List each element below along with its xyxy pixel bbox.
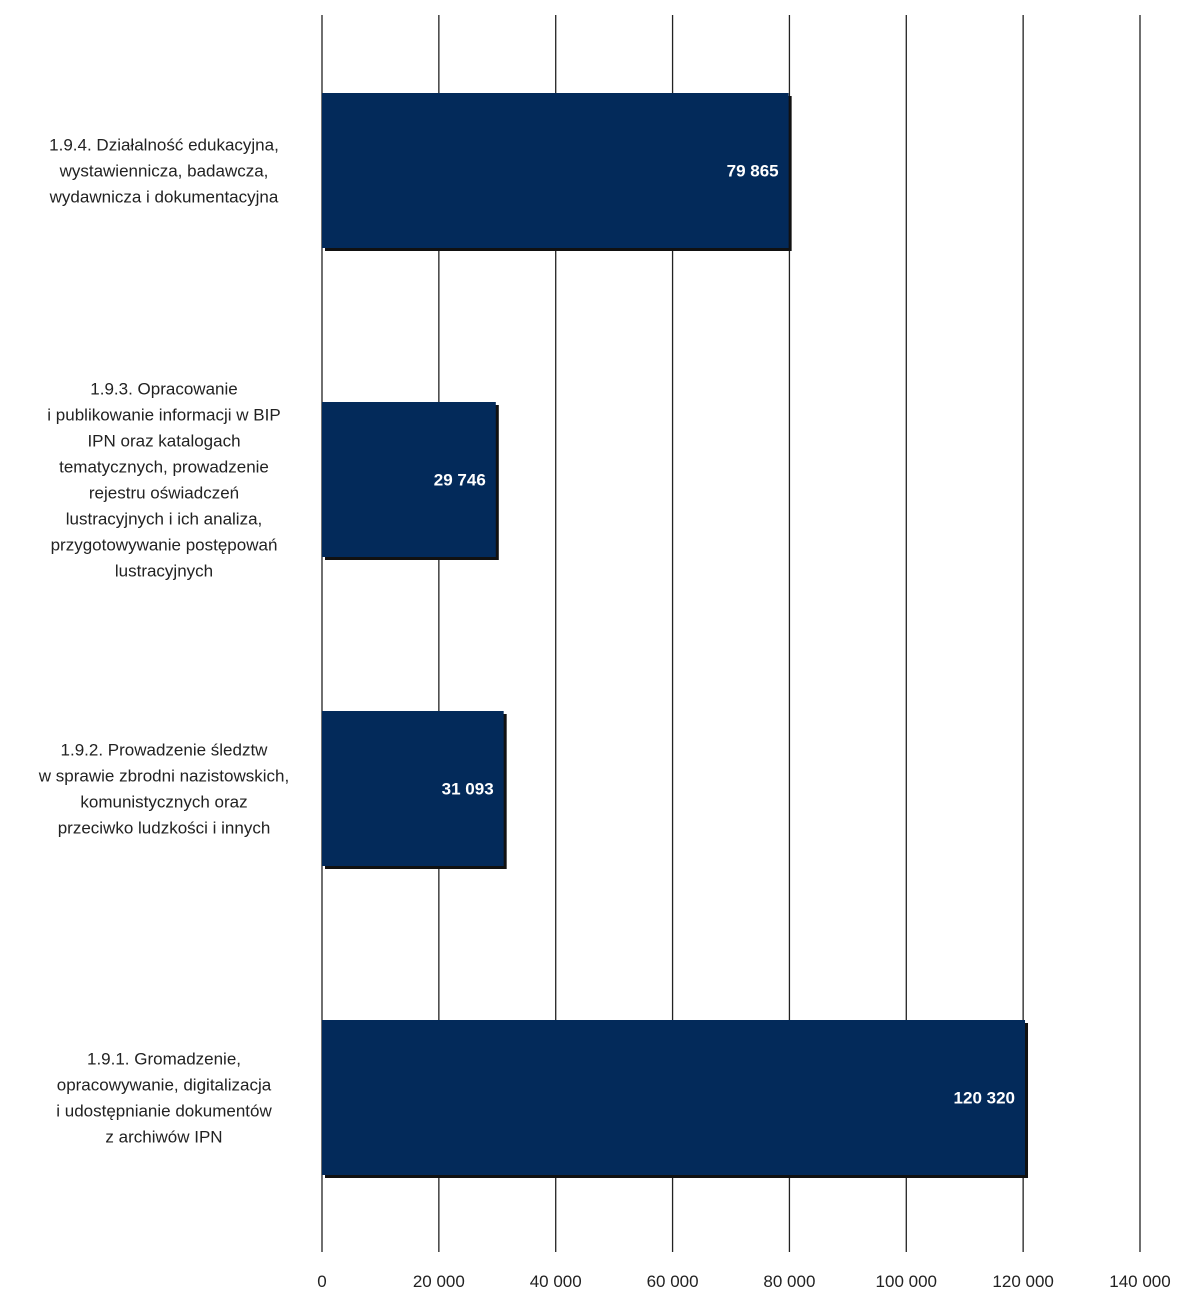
category-label-line: przeciwko ludzkości i innych <box>58 819 271 838</box>
x-tick-label: 20 000 <box>413 1272 465 1291</box>
category-label-line: z archiwów IPN <box>105 1128 222 1147</box>
category-label-line: przygotowywanie postępowań <box>51 536 278 555</box>
category-label-line: i udostępnianie dokumentów <box>56 1102 272 1121</box>
category-label-line: lustracyjnych i ich analiza, <box>66 510 263 529</box>
bar <box>322 402 496 557</box>
x-tick-label: 100 000 <box>876 1272 937 1291</box>
x-tick-label: 60 000 <box>647 1272 699 1291</box>
category-label-line: i publikowanie informacji w BIP <box>47 406 280 425</box>
x-tick-label: 140 000 <box>1109 1272 1170 1291</box>
category-label-line: lustracyjnych <box>115 562 213 581</box>
bar <box>322 93 789 248</box>
category-label-line: w sprawie zbrodni nazistowskich, <box>38 767 289 786</box>
x-tick-label: 120 000 <box>992 1272 1053 1291</box>
bar-value-label: 120 320 <box>954 1089 1015 1108</box>
category-label-line: 1.9.1. Gromadzenie, <box>87 1050 241 1069</box>
category-label-line: wystawiennicza, badawcza, <box>59 162 269 181</box>
bar <box>322 711 504 866</box>
bar-value-label: 31 093 <box>442 780 494 799</box>
x-axis-ticks: 0 20 000 40 000 60 000 80 000 100 000 120 000 1… <box>317 1272 1170 1291</box>
x-tick-label: 40 000 <box>530 1272 582 1291</box>
bar-value-label: 29 746 <box>434 471 486 490</box>
category-label: 1.9.2. Prowadzenie śledztw w sprawie zbro… <box>38 741 289 838</box>
bar <box>322 1020 1026 1175</box>
category-label-line: IPN oraz katalogach <box>87 432 240 451</box>
x-tick-label: 0 <box>317 1272 326 1291</box>
category-label-line: opracowywanie, digitalizacja <box>57 1076 272 1095</box>
category-label-line: 1.9.4. Działalność edukacyjna, <box>49 136 279 155</box>
category-labels: 1.9.4. Działalność edukacyjna, wystawienn… <box>38 136 289 1147</box>
category-label: 1.9.1. Gromadzenie, opracowywanie, digita… <box>56 1050 272 1147</box>
bar-value-label: 79 865 <box>727 162 779 181</box>
category-label-line: wydawnicza i dokumentacyjna <box>49 188 279 207</box>
x-tick-label: 80 000 <box>763 1272 815 1291</box>
category-label-line: 1.9.3. Opracowanie <box>90 380 237 399</box>
category-label: 1.9.4. Działalność edukacyjna, wystawienn… <box>49 136 279 207</box>
category-label-line: rejestru oświadczeń <box>89 484 239 503</box>
category-label-line: komunistycznych oraz <box>80 793 247 812</box>
category-label: 1.9.3. Opracowanie i publikowanie informa… <box>47 380 280 581</box>
category-label-line: 1.9.2. Prowadzenie śledztw <box>61 741 269 760</box>
bars: 79 865 29 746 31 093 120 320 <box>322 93 1029 1178</box>
category-label-line: tematycznych, prowadzenie <box>59 458 269 477</box>
